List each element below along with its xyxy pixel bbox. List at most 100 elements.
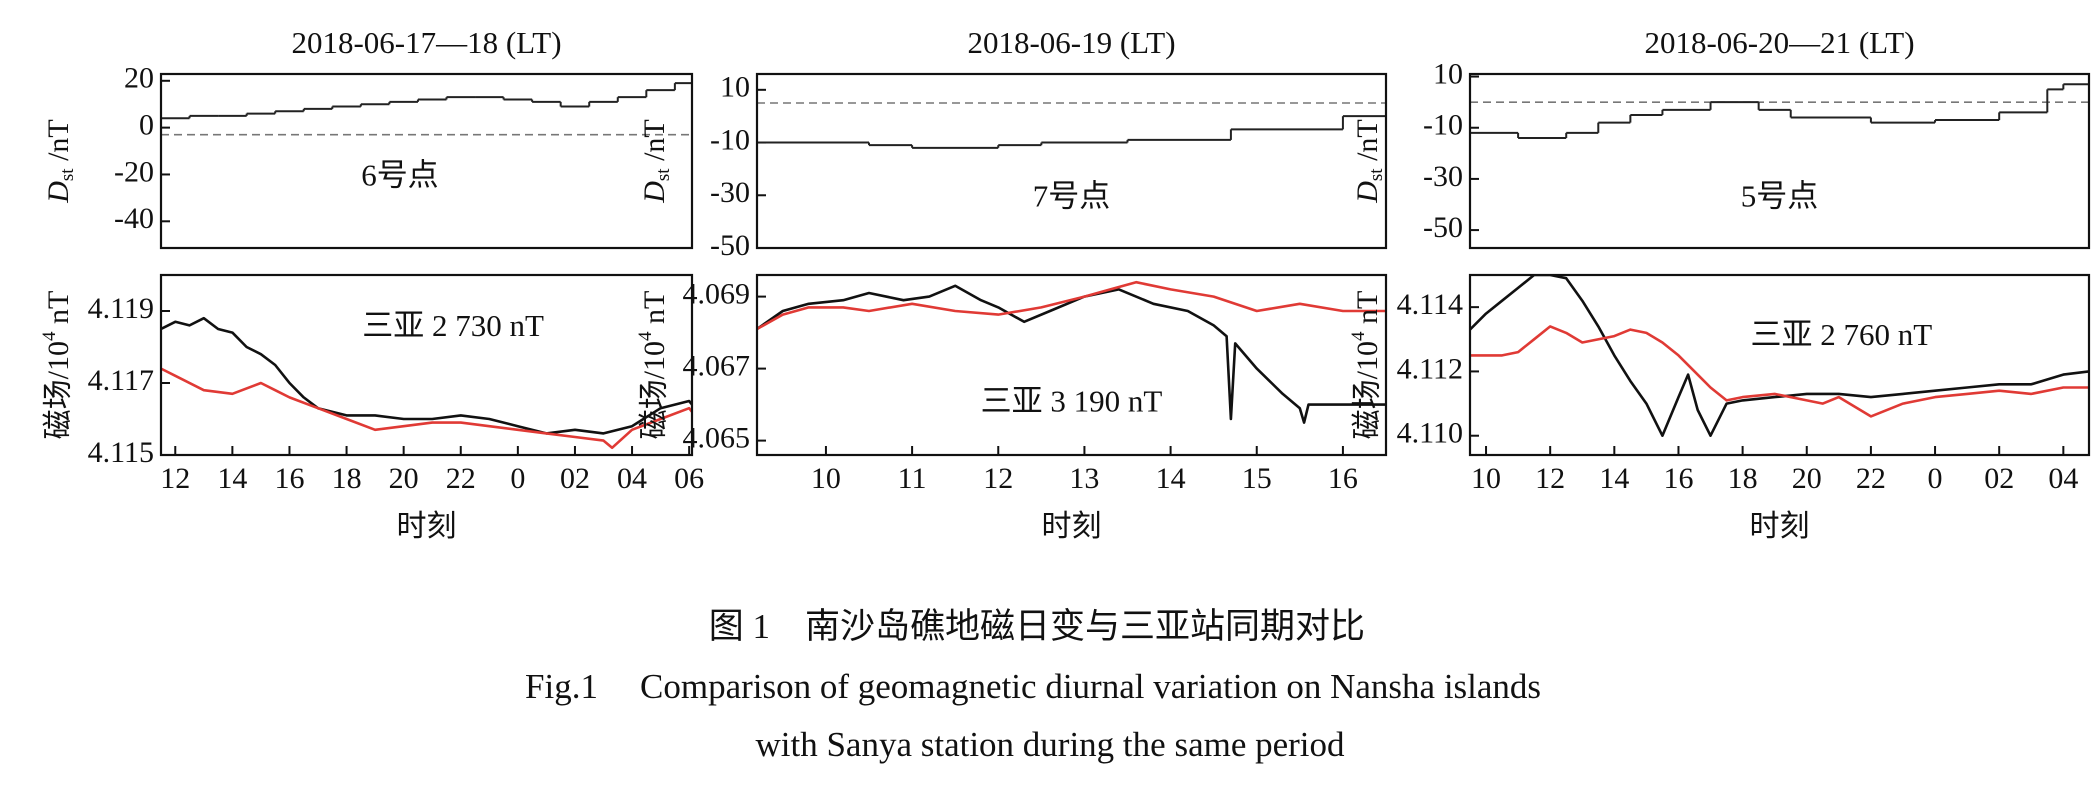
x-tick-label: 0 <box>1928 462 1943 495</box>
x-tick-label: 02 <box>560 462 590 495</box>
x-tick-label: 10 <box>811 462 841 495</box>
panel-frame <box>755 273 1388 457</box>
caption-label-cn: 图 1 <box>709 607 770 646</box>
x-axis-label: 时刻 <box>1750 510 1810 543</box>
y-tick-label: 4.115 <box>88 436 154 469</box>
plot-area <box>161 316 692 450</box>
x-tick-label: 16 <box>1663 462 1693 495</box>
y-axis-label-part: st <box>57 168 78 181</box>
x-tick-label: 15 <box>1242 462 1272 495</box>
y-tick-label: -50 <box>710 229 750 262</box>
x-tick-label: 14 <box>1156 462 1186 495</box>
y-tick-label: 4.114 <box>1397 288 1463 321</box>
plot-area <box>1470 275 2089 437</box>
y-axis-label-part: D <box>638 181 671 204</box>
y-tick-label: 10 <box>720 71 750 104</box>
panel-title: 2018-06-17—18 (LT) <box>291 25 561 60</box>
y-tick-label: -40 <box>114 202 154 235</box>
y-axis-label-part: 磁场/10 <box>1351 341 1384 439</box>
y-axis-label-part: /nT <box>638 119 671 168</box>
y-tick-label: -30 <box>1423 160 1463 193</box>
x-tick-label: 14 <box>217 462 247 495</box>
panel-frame <box>159 273 694 457</box>
x-tick-label: 06 <box>674 462 704 495</box>
y-tick-label: 4.065 <box>683 421 751 454</box>
annotation: 7号点 <box>1033 178 1111 213</box>
x-tick-label: 20 <box>1792 462 1822 495</box>
panel-title: 2018-06-20—21 (LT) <box>1644 25 1914 60</box>
y-tick-label: -30 <box>710 176 750 209</box>
y-tick-label: 10 <box>1433 57 1463 90</box>
x-tick-label: 22 <box>1856 462 1886 495</box>
x-tick-label: 02 <box>1984 462 2014 495</box>
plot-area <box>757 280 1386 424</box>
x-tick-label: 12 <box>1535 462 1565 495</box>
y-tick-label: -50 <box>1423 211 1463 244</box>
y-tick-label: -10 <box>710 123 750 156</box>
y-axis-label-part: /nT <box>1351 119 1384 168</box>
x-tick-label: 22 <box>446 462 476 495</box>
y-axis-label-part: nT <box>1351 291 1384 332</box>
field-line <box>161 367 692 450</box>
annotation: 三亚 2 730 nT <box>362 308 544 343</box>
y-tick-label: 4.067 <box>683 349 751 382</box>
y-axis-label-part: 4 <box>1348 331 1369 341</box>
annotation: 5号点 <box>1741 178 1819 213</box>
y-axis-label-part: 4 <box>635 331 656 341</box>
x-tick-label: 12 <box>983 462 1013 495</box>
y-axis-label-part: nT <box>42 291 75 332</box>
y-tick-label: 4.069 <box>683 277 751 310</box>
y-axis-label: 磁场/104 nT <box>39 291 75 440</box>
caption-text-en-2: with Sanya station during the same perio… <box>755 725 1345 764</box>
y-axis-label-part: D <box>42 181 75 204</box>
y-tick-label: 4.110 <box>1397 417 1463 450</box>
y-axis-label-part: st <box>653 168 674 181</box>
x-tick-label: 13 <box>1069 462 1099 495</box>
panel-frame <box>159 72 694 250</box>
y-tick-label: -20 <box>114 155 154 188</box>
panel-frame <box>1468 273 2091 457</box>
x-tick-label: 16 <box>274 462 304 495</box>
y-axis-label-part: 磁场/10 <box>42 341 75 439</box>
y-axis-label-part: /nT <box>42 119 75 168</box>
y-axis-label: Dst /nT <box>638 119 674 204</box>
x-tick-label: 12 <box>160 462 190 495</box>
y-axis-label: 磁场/104 nT <box>635 291 671 440</box>
x-tick-label: 04 <box>2048 462 2078 495</box>
panel-frame <box>755 72 1388 250</box>
y-tick-label: 4.112 <box>1397 352 1463 385</box>
y-axis-label-part: 4 <box>39 331 60 341</box>
caption-text-cn: 南沙岛礁地磁日变与三亚站同期对比 <box>805 607 1365 646</box>
annotation: 三亚 2 760 nT <box>1751 317 1933 352</box>
field-line <box>161 316 692 435</box>
plot-area <box>757 115 1386 149</box>
x-tick-label: 04 <box>617 462 647 495</box>
caption-text-en: Comparison of geomagnetic diurnal variat… <box>640 667 1541 706</box>
y-tick-label: -10 <box>1423 109 1463 142</box>
y-axis-label: Dst /nT <box>42 119 78 204</box>
x-axis-label: 时刻 <box>397 510 457 543</box>
y-axis-label-part: D <box>1351 181 1384 204</box>
caption-label-en: Fig.1 <box>525 667 598 706</box>
y-axis-label-part: 磁场/10 <box>638 341 671 439</box>
panel-title: 2018-06-19 (LT) <box>967 25 1175 60</box>
field-line <box>1470 325 2089 418</box>
plot-area <box>161 82 692 120</box>
y-axis-label: Dst /nT <box>1351 119 1387 204</box>
x-tick-label: 20 <box>389 462 419 495</box>
x-axis-label: 时刻 <box>1042 510 1102 543</box>
y-tick-label: 0 <box>139 109 154 142</box>
x-tick-label: 0 <box>510 462 525 495</box>
field-line <box>757 284 1386 424</box>
x-tick-label: 18 <box>1728 462 1758 495</box>
x-tick-label: 14 <box>1599 462 1629 495</box>
x-tick-label: 18 <box>332 462 362 495</box>
plot-area <box>1470 83 2089 139</box>
panel-frame <box>1468 72 2091 250</box>
y-axis-label: 磁场/104 nT <box>1348 291 1384 440</box>
y-axis-label-part: st <box>1366 168 1387 181</box>
x-tick-label: 16 <box>1328 462 1358 495</box>
y-tick-label: 4.117 <box>88 364 154 397</box>
x-tick-label: 10 <box>1471 462 1501 495</box>
